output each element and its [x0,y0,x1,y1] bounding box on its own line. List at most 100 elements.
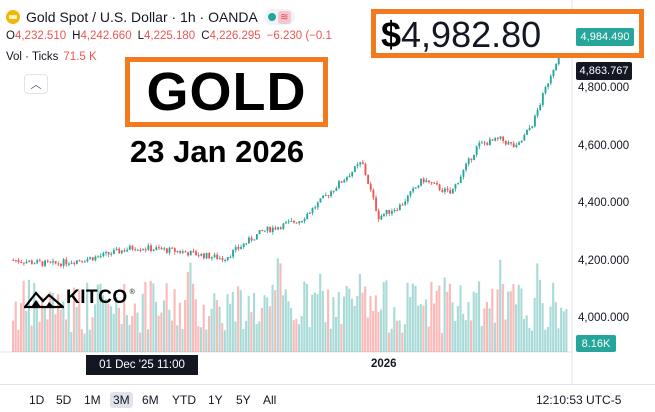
candle-body [319,198,322,203]
candle-body [136,249,139,251]
candle-body [221,258,224,261]
kitco-wordmark: KITCO [66,287,128,308]
volume-bar [557,328,560,352]
candle-body [293,220,295,223]
volume-bar [258,321,261,352]
candle-body [369,183,372,190]
timeframe-all-button[interactable]: All [263,393,277,407]
volume-bar [117,307,121,352]
symbol-header[interactable]: Gold Spot / U.S. Dollar · 1h · OANDA ≋ [6,6,295,28]
candle-body [454,184,457,189]
timeframe-1y-button[interactable]: 1Y [208,393,223,407]
volume-bar [485,301,489,352]
candle-body [94,256,97,261]
volume-bar [133,303,136,352]
candle-body [152,249,155,251]
candle-body [218,258,221,260]
volume-bar [290,308,293,352]
candle-body [22,262,25,264]
volume-bar [75,307,78,352]
candle-body [475,146,478,155]
candle-body [409,191,412,196]
price-tick: 4,800.000 [578,82,630,94]
timeframe-1m-button[interactable]: 1M [84,393,101,407]
market-status-pill[interactable]: ≋ [263,9,295,25]
timeframe-ytd-button[interactable]: YTD [172,393,196,407]
collapse-legend-button[interactable]: ︿ [24,74,48,94]
candle-body [248,237,250,244]
candle-body [197,255,200,257]
volume-bar [401,332,404,352]
candle-body [547,83,550,88]
volume-bar [369,295,372,352]
volume-bar [247,295,250,352]
volume-bar [295,318,298,352]
candle-body [459,176,462,184]
candle-body [86,258,89,262]
candle-body [512,143,515,147]
volume-bar [377,311,380,352]
volume-bar [107,303,110,352]
open-value: 4,232.510 [14,30,67,42]
volume-bar [125,315,128,352]
candle-body [240,247,242,249]
candle-body [277,227,280,230]
candle-body [160,248,163,250]
volume-bar [538,279,541,352]
timeframe-1d-button[interactable]: 1D [29,393,45,407]
volume-bar [131,315,134,352]
volume-bar [237,286,240,352]
candle-body [388,209,391,214]
close-value: 4,226.295 [209,30,261,42]
candle-body [139,249,142,251]
timeframe-3m-button[interactable]: 3M [110,392,133,408]
candle-body [303,219,306,222]
volume-bar [549,306,552,352]
candle-body [250,237,253,241]
clock-timezone[interactable]: 12:10:53 UTC-5 [536,393,622,407]
volume-bar [192,283,195,352]
candle-body [203,253,205,259]
volume-bar [321,290,324,352]
candle-body [131,245,134,250]
candle-body [443,188,446,192]
timeframe-6m-button[interactable]: 6M [142,393,159,407]
candle-body [60,263,62,266]
volume-bar [70,331,73,352]
volume-bar [260,307,263,352]
volume-bar [197,326,200,352]
bottom-toolbar: 1D 5D 1M 3M 6M YTD 1Y 5Y All 12:10:53 UT… [0,384,655,412]
timeframe-5y-button[interactable]: 5Y [236,393,251,407]
volume-bar [152,283,155,352]
volume-bar [406,282,409,352]
change-value: −6.230 (−0.1 [266,30,332,42]
volume-bar [560,307,563,352]
volume-legend[interactable]: Vol · Ticks 71.5 K [6,51,97,63]
candle-body [335,188,338,191]
candle-body [144,249,147,251]
volume-bar [350,298,354,352]
candle-body [436,183,438,185]
candle-body [486,143,489,146]
candle-body [428,180,430,183]
volume-bar [316,294,319,352]
candle-body [269,226,272,233]
candle-body [62,259,65,266]
candle-body [17,260,20,262]
volume-bar [541,303,544,352]
candle-body [351,171,354,177]
symbol-title[interactable]: Gold Spot / U.S. Dollar · 1h · OANDA [26,9,258,25]
timeframe-5d-button[interactable]: 5D [56,393,72,407]
candle-body [473,154,475,160]
candle-body [232,250,235,257]
candle-body [253,239,256,241]
candle-body [549,76,552,84]
volume-bar [324,322,327,352]
volume-bar [427,326,430,352]
candle-body [67,263,70,265]
candle-body [533,115,536,127]
candle-body [396,209,399,211]
volume-label: Vol · Ticks [6,51,59,63]
volume-bar [300,315,303,352]
